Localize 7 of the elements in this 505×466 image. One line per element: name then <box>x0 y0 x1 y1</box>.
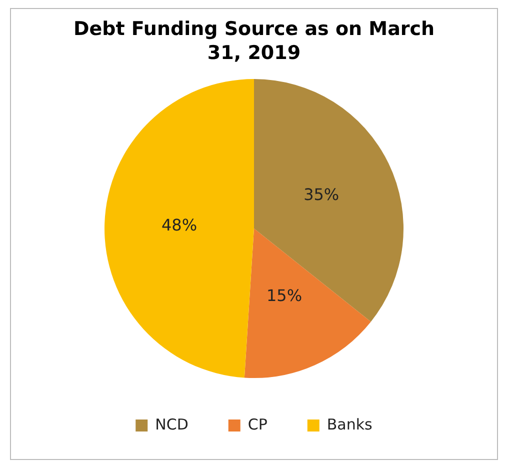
legend-label: Banks <box>326 415 373 434</box>
data-label: 15% <box>266 286 302 306</box>
chart-title: Debt Funding Source as on March 31, 2019 <box>72 17 436 65</box>
legend-label: CP <box>248 415 268 434</box>
data-label: 35% <box>304 185 340 204</box>
data-label: 48% <box>162 215 198 234</box>
legend-label: NCD <box>155 415 188 434</box>
